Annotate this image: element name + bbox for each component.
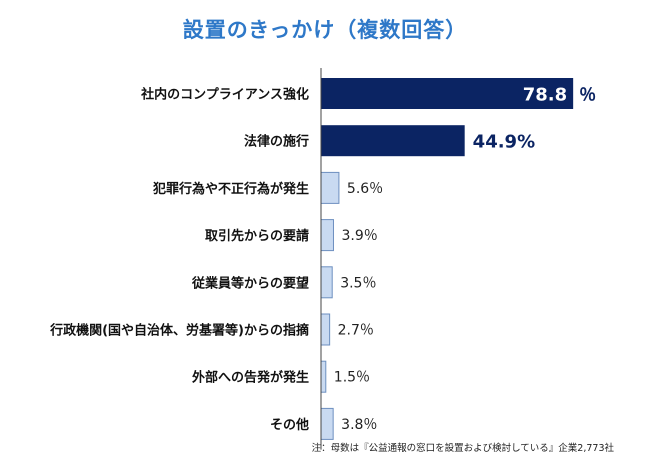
bar-8 <box>320 407 334 440</box>
bar-1 <box>321 78 574 109</box>
value-unit: ％ <box>579 86 596 106</box>
bar-3 <box>320 171 340 204</box>
value-label: 5.6％ <box>347 181 383 197</box>
bar-4 <box>320 219 334 252</box>
category-label: 犯罪行為や不正行為が発生 <box>152 181 309 197</box>
category-label: 行政機関(国や自治体、労基署等)からの指摘 <box>49 323 309 339</box>
category-label: その他 <box>270 417 309 433</box>
value-label: 78.8 <box>523 85 567 106</box>
bar-2 <box>321 125 465 157</box>
bar-6 <box>320 313 331 346</box>
value-label: 3.9％ <box>341 228 377 244</box>
value-label: 1.5％ <box>334 370 370 386</box>
bar-7 <box>320 360 327 393</box>
category-label: 外部への告発が発生 <box>191 370 309 386</box>
category-label: 従業員等からの要望 <box>191 275 309 291</box>
value-label: 3.5％ <box>340 275 376 291</box>
category-label: 社内のコンプライアンス強化 <box>140 87 309 103</box>
category-label: 取引先からの要請 <box>205 228 309 244</box>
chart-title: 設置のきっかけ（複数回答） <box>182 18 468 42</box>
value-label: 3.8％ <box>341 417 377 433</box>
bar-5 <box>320 266 333 299</box>
value-label: 2.7％ <box>338 323 374 339</box>
category-label: 法律の施行 <box>244 134 309 150</box>
chart-footnote: 注：母数は『公益通報の窓口を設置および検討している』企業2,773社 <box>311 443 614 454</box>
value-label: 44.9% <box>473 132 535 153</box>
